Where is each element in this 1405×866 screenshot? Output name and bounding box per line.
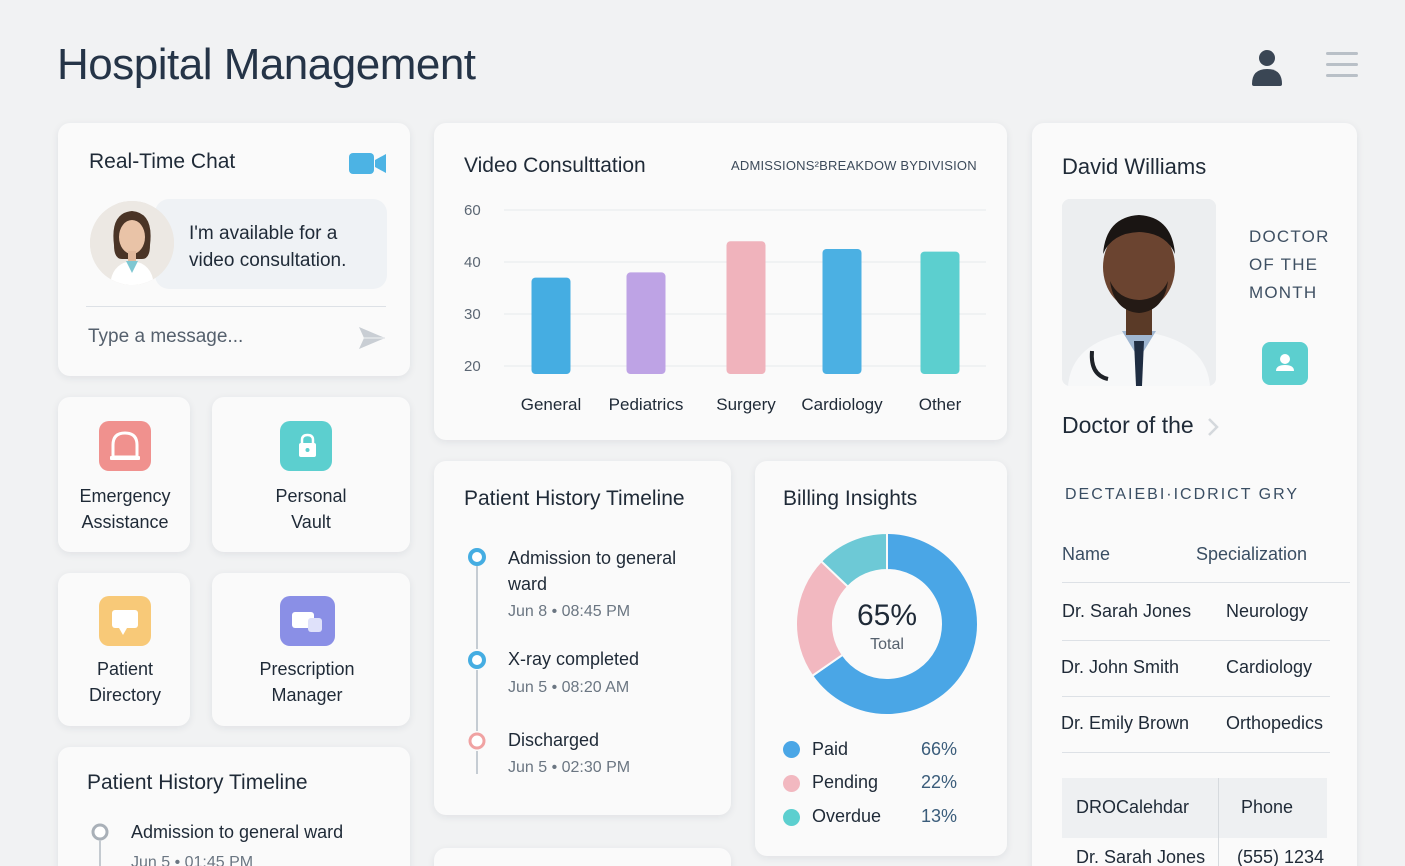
patient-history-card-small: [58, 747, 410, 866]
timeline-event-title: Admission to general ward: [131, 822, 344, 842]
billing-title: Billing Insights: [783, 487, 918, 510]
lock-icon: [280, 421, 332, 471]
message-bubble: [155, 199, 387, 289]
timeline-event-title: Discharged: [508, 730, 600, 750]
bar-pediatrics: [626, 272, 666, 374]
legend-label: Paid: [812, 739, 849, 759]
table-divider: [1062, 582, 1350, 583]
doctor-avatar: [90, 201, 174, 285]
calendar-header-row: [1062, 778, 1327, 838]
chevron-right-icon[interactable]: [1206, 417, 1220, 442]
admissions-bar-chart: 60 40 30 20 General Pediatrics Surgery Cardiolo…: [464, 202, 986, 414]
y-tick-label: 60: [464, 202, 481, 219]
timeline-marker: [90, 822, 110, 866]
timeline-event-time: Jun 8 • 08:45 PM: [508, 603, 631, 620]
user-icon: [1252, 50, 1282, 86]
doctor-caption: Doctor of the: [1062, 412, 1194, 438]
x-tick-label: Surgery: [716, 395, 776, 414]
donut-slice-overdue: [819, 531, 888, 589]
timeline-dot: [468, 732, 486, 750]
bar-general: [531, 277, 571, 374]
calendar-cell-name: Dr. Sarah Jones: [1076, 847, 1206, 866]
alarm-bell-icon: [99, 421, 151, 471]
hamburger-menu-button[interactable]: [1326, 52, 1358, 78]
bar-cardiology: [822, 249, 862, 374]
legend-dot-overdue: [783, 809, 800, 826]
timeline-event-time: Jun 5 • 02:30 PM: [508, 759, 631, 776]
y-tick-label: 30: [464, 306, 481, 323]
video-camera-icon: [349, 153, 386, 174]
x-tick-label: Other: [919, 395, 962, 414]
column-header-name: Name: [1062, 544, 1111, 564]
tile-label: Personal Vault: [275, 486, 347, 532]
table-divider: [1062, 696, 1330, 697]
legend-dot-pending: [783, 775, 800, 792]
donut-center-label: Total: [870, 636, 904, 653]
doctor-photo: [1062, 199, 1216, 386]
chat-title: Real-Time Chat: [89, 150, 236, 173]
patient-history-title: Patient History Timeline: [87, 771, 308, 794]
donut-slice-paid: [810, 531, 979, 716]
timeline-event-time: Jun 5 • 01:45 PM: [131, 854, 254, 866]
timeline-dot: [468, 651, 486, 669]
legend-label: Overdue: [812, 806, 882, 826]
calendar-divider: [1218, 778, 1219, 866]
table-divider: [1062, 640, 1330, 641]
column-header-specialization: Specialization: [1196, 544, 1308, 564]
bar-other: [920, 251, 960, 374]
calendar-header: DROCalehdar: [1076, 797, 1190, 817]
timeline-event-title: Admission to general ward: [508, 548, 677, 594]
bar-surgery: [726, 241, 766, 374]
send-button[interactable]: [357, 323, 387, 358]
legend-label: Pending: [812, 772, 879, 792]
chart-title: Video Consulttation: [464, 154, 646, 177]
send-icon: [359, 327, 385, 349]
chat-card-icon: [99, 596, 151, 646]
chat-message-input[interactable]: [88, 322, 338, 352]
table-cell-name: Dr. John Smith: [1061, 657, 1180, 677]
donut-center-value: 65%: [856, 599, 918, 632]
doctor-profile-button[interactable]: [1262, 342, 1308, 385]
table-cell-specialization: Cardiology: [1226, 657, 1313, 677]
timeline-event-title: X-ray completed: [508, 649, 640, 669]
y-tick-label: 40: [464, 254, 481, 271]
pill-box-icon: [280, 596, 335, 646]
table-divider: [1062, 752, 1330, 753]
legend-value: 13%: [921, 806, 958, 826]
table-cell-specialization: Neurology: [1226, 601, 1309, 621]
legend-value: 66%: [921, 739, 958, 759]
patient-history-card: [434, 461, 731, 815]
phone-header: Phone: [1241, 797, 1294, 817]
doctor-of-the-month-label: DOCTOR OF THE MONTH: [1249, 227, 1330, 302]
y-tick-label: 20: [464, 358, 481, 375]
tile-label: Patient Directory: [88, 659, 161, 705]
tile-label: Prescription Manager: [259, 659, 355, 705]
x-tick-label: Cardiology: [801, 395, 883, 414]
video-consultation-card: [434, 123, 1007, 440]
table-cell-name: Dr. Sarah Jones: [1062, 601, 1192, 621]
app-title: Hospital Management: [57, 40, 476, 89]
x-tick-label: Pediatrics: [609, 395, 684, 414]
timeline-track: [466, 546, 488, 783]
x-tick-label: General: [521, 395, 581, 414]
chat-divider: [86, 306, 386, 307]
calendar-cell-phone: (555) 1234: [1237, 847, 1325, 866]
chart-subtitle: ADMISSIONS²BREAKDOW BYDIVISION: [731, 158, 977, 173]
message-text: I'm available for a video consultation.: [189, 223, 347, 271]
doctor-name: David Williams: [1062, 154, 1207, 179]
directory-heading: DECTAIEBI·ICDRICT GRY: [1065, 486, 1300, 503]
patient-history-title: Patient History Timeline: [464, 487, 685, 510]
table-cell-specialization: Orthopedics: [1226, 713, 1324, 733]
video-call-button[interactable]: [349, 152, 387, 181]
additional-card: [434, 848, 731, 866]
timeline-dot: [468, 548, 486, 566]
legend-dot-paid: [783, 741, 800, 758]
billing-donut-chart: [795, 531, 979, 716]
tile-label: Emergency Assistance: [79, 486, 171, 532]
table-cell-name: Dr. Emily Brown: [1061, 713, 1190, 733]
user-profile-button[interactable]: [1247, 46, 1287, 88]
user-badge-icon: [1276, 354, 1294, 371]
timeline-event-time: Jun 5 • 08:20 AM: [508, 679, 630, 696]
legend-value: 22%: [921, 772, 958, 792]
